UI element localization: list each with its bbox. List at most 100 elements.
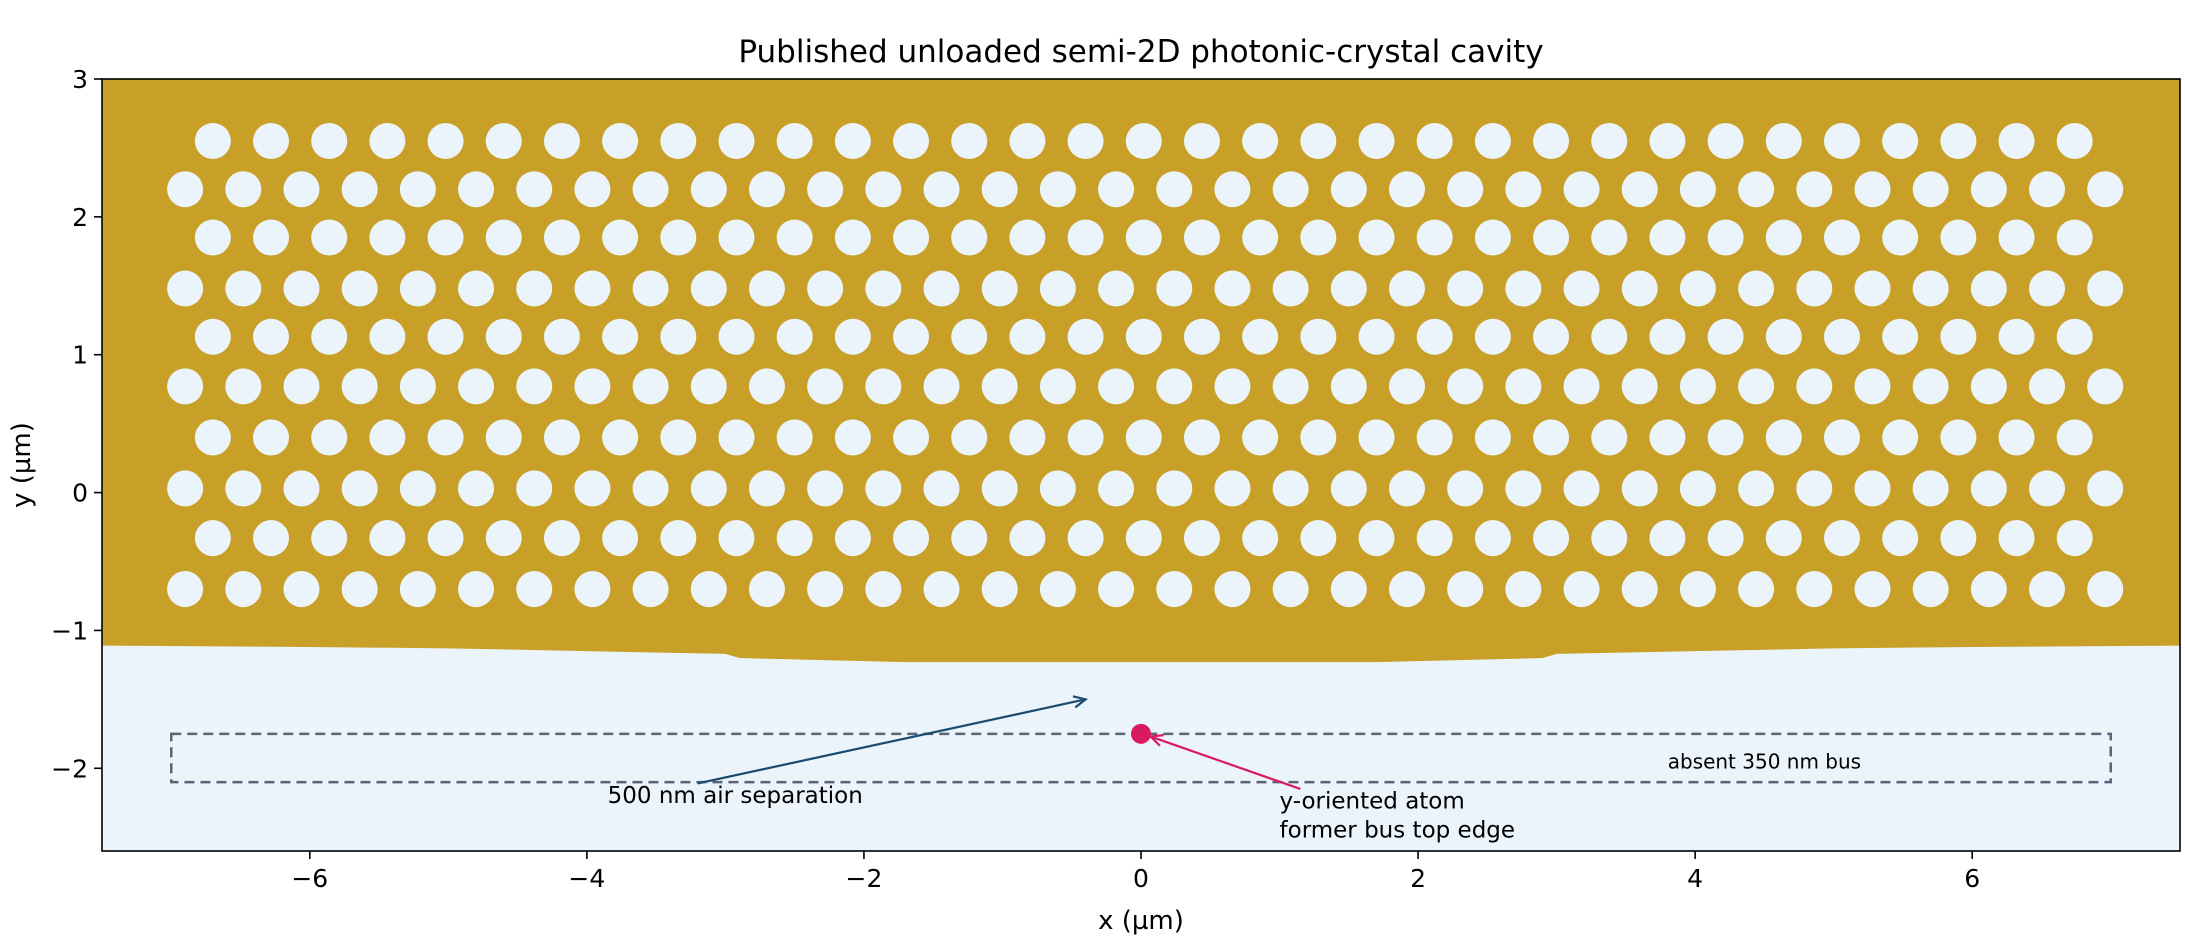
air-hole <box>2087 171 2124 208</box>
air-hole <box>1388 270 1425 307</box>
air-hole <box>167 470 204 507</box>
air-hole <box>1738 470 1775 507</box>
air-hole <box>602 520 639 557</box>
air-hole <box>2029 171 2066 208</box>
air-hole <box>1591 419 1628 456</box>
air-hole <box>543 419 580 456</box>
air-hole <box>981 270 1018 307</box>
air-hole <box>1416 123 1453 160</box>
air-hole <box>1474 419 1511 456</box>
air-hole <box>1300 520 1337 557</box>
air-hole <box>1183 520 1220 557</box>
air-hole <box>1912 270 1949 307</box>
air-hole <box>283 470 320 507</box>
air-hole <box>893 520 930 557</box>
air-hole <box>369 318 406 355</box>
air-hole <box>1738 368 1775 405</box>
air-hole <box>690 171 727 208</box>
air-hole <box>485 419 522 456</box>
air-hole <box>1563 470 1600 507</box>
air-hole <box>427 123 464 160</box>
air-hole <box>1707 219 1744 256</box>
air-hole <box>1183 318 1220 355</box>
air-hole <box>1505 470 1542 507</box>
air-hole <box>1998 520 2035 557</box>
air-hole <box>1474 219 1511 256</box>
air-hole <box>341 270 378 307</box>
air-hole <box>194 520 231 557</box>
air-hole <box>690 368 727 405</box>
air-hole <box>311 219 348 256</box>
air-hole <box>1940 520 1977 557</box>
air-hole <box>1330 368 1367 405</box>
air-hole <box>2029 571 2066 608</box>
air-hole <box>1533 219 1570 256</box>
air-hole <box>1854 368 1891 405</box>
air-hole <box>1447 368 1484 405</box>
air-hole <box>1823 219 1860 256</box>
air-hole <box>1183 219 1220 256</box>
x-tick-label: −2 <box>846 864 883 893</box>
annotation-arrow-head <box>1148 734 1164 747</box>
air-hole <box>690 270 727 307</box>
air-hole <box>1563 171 1600 208</box>
air-hole <box>1563 571 1600 608</box>
air-hole <box>1272 368 1309 405</box>
air-hole <box>399 270 436 307</box>
air-hole <box>748 571 785 608</box>
air-hole <box>427 219 464 256</box>
air-hole <box>893 419 930 456</box>
air-hole <box>1156 470 1193 507</box>
air-hole <box>1621 171 1658 208</box>
air-hole <box>225 270 262 307</box>
air-hole <box>1854 470 1891 507</box>
air-hole <box>167 171 204 208</box>
air-hole <box>1214 270 1251 307</box>
air-hole <box>865 270 902 307</box>
air-hole <box>1505 171 1542 208</box>
air-hole <box>951 123 988 160</box>
air-hole <box>951 219 988 256</box>
air-hole <box>283 270 320 307</box>
air-hole <box>1272 571 1309 608</box>
air-hole <box>632 470 669 507</box>
air-hole <box>1242 123 1279 160</box>
air-hole <box>399 470 436 507</box>
air-hole <box>1621 270 1658 307</box>
air-hole <box>1505 368 1542 405</box>
air-hole <box>1854 571 1891 608</box>
air-hole <box>2056 318 2093 355</box>
air-hole <box>1621 368 1658 405</box>
air-hole <box>1156 368 1193 405</box>
air-hole <box>748 270 785 307</box>
air-hole <box>1272 171 1309 208</box>
air-hole <box>1067 123 1104 160</box>
air-hole <box>1156 270 1193 307</box>
x-tick-label: 0 <box>1133 864 1149 893</box>
air-hole <box>1272 270 1309 307</box>
air-hole <box>1970 171 2007 208</box>
air-hole <box>253 219 290 256</box>
air-hole <box>1242 419 1279 456</box>
air-hole <box>2029 368 2066 405</box>
air-hole <box>981 368 1018 405</box>
air-hole <box>1474 520 1511 557</box>
air-hole <box>458 368 495 405</box>
air-hole <box>1505 270 1542 307</box>
air-hole <box>1067 219 1104 256</box>
air-hole <box>1707 123 1744 160</box>
air-hole <box>690 571 727 608</box>
air-hole <box>516 368 553 405</box>
air-hole <box>1679 171 1716 208</box>
air-hole <box>1098 368 1135 405</box>
air-hole <box>893 318 930 355</box>
air-hole <box>834 219 871 256</box>
air-hole <box>1738 270 1775 307</box>
air-hole <box>923 470 960 507</box>
air-hole <box>427 419 464 456</box>
x-tick-label: 2 <box>1410 864 1426 893</box>
air-hole <box>458 571 495 608</box>
air-hole <box>1214 571 1251 608</box>
air-hole <box>1474 318 1511 355</box>
air-hole <box>776 123 813 160</box>
